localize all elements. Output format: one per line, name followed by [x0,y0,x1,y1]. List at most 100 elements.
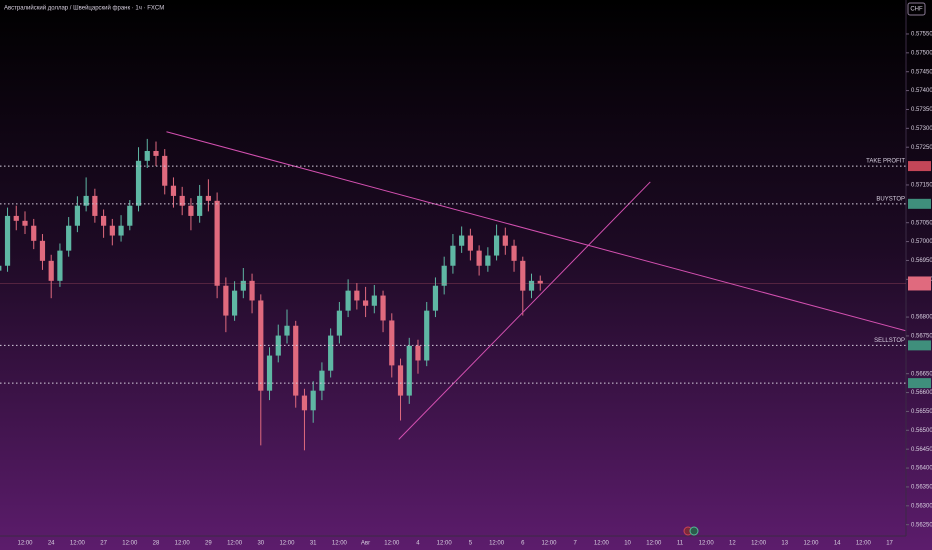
candle-body [380,295,386,321]
trendline [398,181,651,440]
trendline [166,131,906,332]
candle-body [459,235,465,246]
x-tick-label: 12:00 [227,541,243,547]
x-tick-label: 12:00 [594,541,610,547]
y-tick-label: 0.56750 [911,334,932,340]
candle-body [284,325,290,336]
y-tick-label: 0.57250 [911,145,932,151]
y-tick-label: 0.56350 [911,485,932,491]
x-tick-label: 12:00 [541,541,557,547]
x-tick-label: 12:00 [803,541,819,547]
candle-body [476,250,482,266]
candle-body [153,150,159,156]
x-tick-label: 27 [100,541,107,547]
candle-body [22,220,28,226]
x-tick-label: 5 [469,541,473,547]
currency-label: CHF [910,7,923,13]
x-tick-label: 12 [729,541,736,547]
y-tick-label: 0.57300 [911,126,932,132]
x-tick-label: 12:00 [70,541,86,547]
candle-body [310,390,316,411]
candle-body [74,205,80,226]
candle-body [205,195,211,201]
x-tick-label: 12:00 [699,541,715,547]
candle-body [66,225,72,251]
candle-body [92,195,98,216]
y-tick-label: 0.56450 [911,447,932,453]
candle-body [293,325,299,396]
candle-body [266,355,273,391]
x-tick-label: 30 [257,541,264,547]
last-price-box [908,276,931,291]
y-tick-label: 0.57050 [911,220,932,226]
x-tick-label: 17 [886,541,893,547]
candle-body [520,260,526,291]
candle-body [511,245,517,261]
candle-body [432,285,439,311]
x-tick-label: 4 [416,541,420,547]
x-tick-label: 12:00 [279,541,295,547]
level-label: TAKE PROFIT [866,159,905,165]
candle-body [109,225,115,236]
candle-body [345,290,351,311]
y-tick-label: 0.57350 [911,107,932,113]
candle-body [57,250,63,281]
y-tick-label: 0.56550 [911,409,932,415]
level-box [908,161,931,172]
x-tick-label: 12:00 [17,541,33,547]
candle-body [179,195,185,206]
y-tick-label: 0.57000 [911,239,932,245]
x-tick-label: 12:00 [856,541,872,547]
candle-body [13,215,19,221]
candle-body [31,225,37,241]
candle-body [197,195,203,216]
y-tick-label: 0.57500 [911,50,932,56]
candle-body [467,235,473,251]
event-icon[interactable] [689,526,699,536]
y-tick-label: 0.56300 [911,503,932,509]
candle-body [39,240,46,261]
x-tick-label: 12:00 [489,541,505,547]
y-tick-label: 0.57550 [911,32,932,38]
x-tick-label: 12:00 [332,541,348,547]
candle-body [450,245,456,266]
candle-body [336,310,342,336]
level-box [908,378,931,389]
candle-body [0,265,2,271]
x-tick-label: 10 [624,541,631,547]
y-tick-label: 0.57400 [911,88,932,94]
x-tick-label: 6 [521,541,525,547]
y-tick-label: 0.56650 [911,371,932,377]
candle-body [231,290,238,316]
candle-body [249,280,255,301]
x-tick-label: 24 [48,541,55,547]
candle-body [240,280,246,291]
y-tick-label: 0.56400 [911,466,932,472]
y-tick-label: 0.56950 [911,258,932,264]
candle-body [415,345,421,361]
candle-body [537,280,543,284]
y-tick-label: 0.56800 [911,315,932,321]
x-tick-label: 12:00 [384,541,400,547]
chart-title: Австралийский доллар / Швейцарский франк… [4,5,164,12]
x-tick-label: 28 [153,541,160,547]
level-label: SELLSTOP [874,338,905,344]
x-tick-label: 12:00 [175,541,191,547]
candle-body [485,255,491,266]
candle-body [83,195,89,206]
x-tick-label: 12:00 [122,541,138,547]
x-tick-label: 14 [834,541,841,547]
candle-body [144,150,150,161]
y-tick-label: 0.57150 [911,183,932,189]
candle-body [48,260,54,281]
y-tick-label: 0.56600 [911,390,932,396]
candle-body [328,335,334,371]
x-tick-label: 12:00 [751,541,767,547]
candle-body [493,235,500,256]
candle-body [118,225,124,236]
currency-box [907,2,926,16]
candle-body [223,285,229,316]
